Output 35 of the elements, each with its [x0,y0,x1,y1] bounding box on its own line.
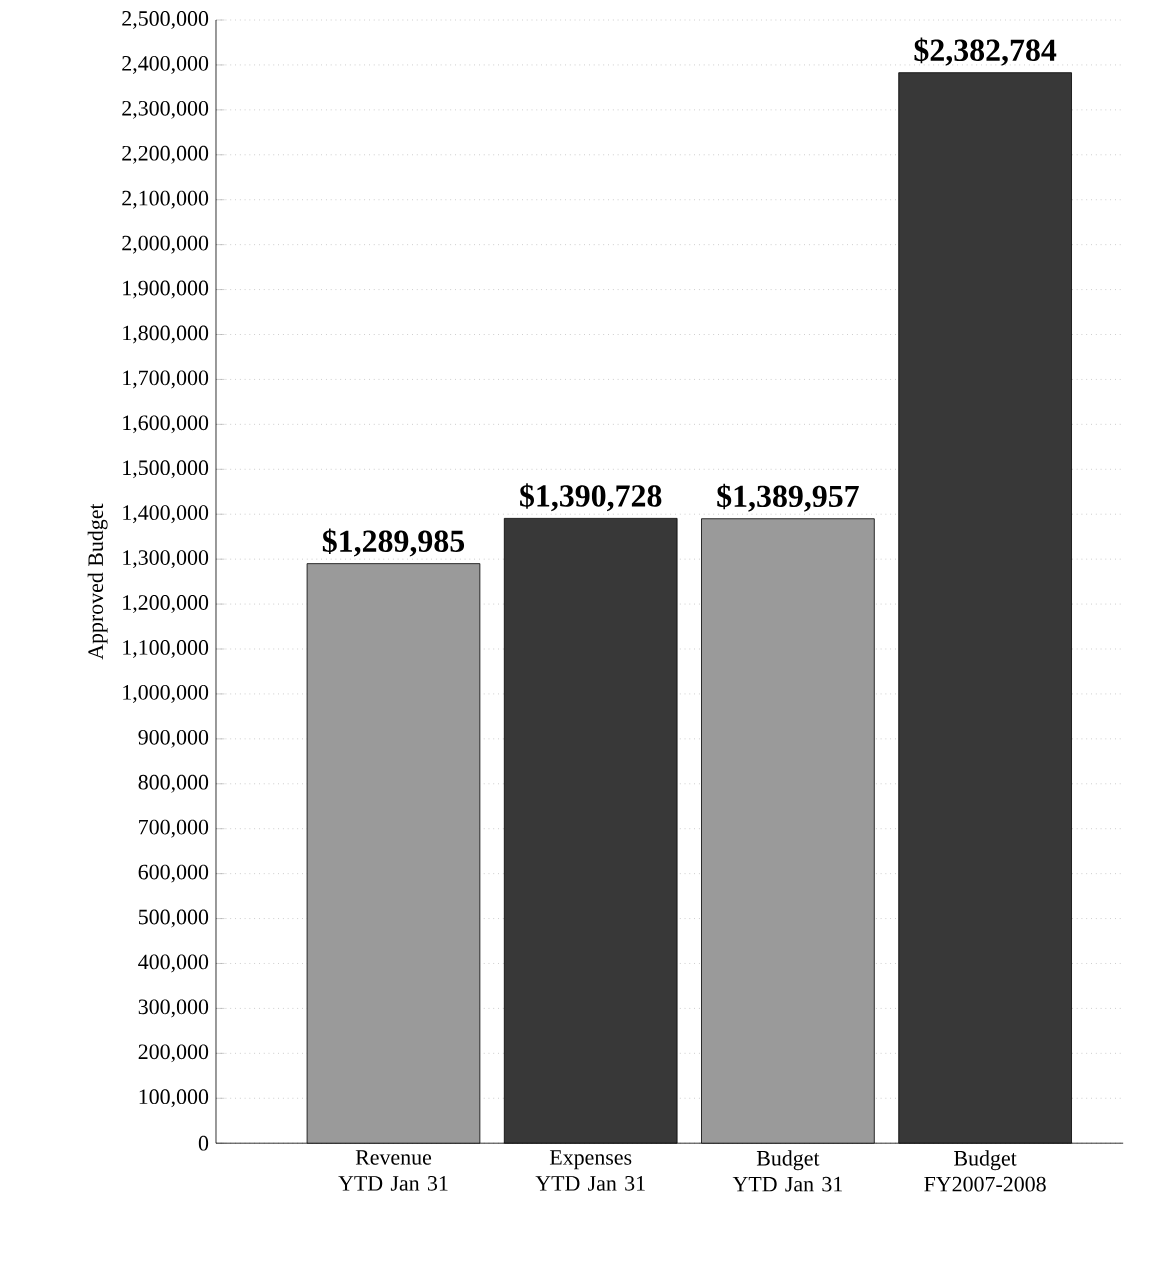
data-label: $1,390,728 [520,483,662,512]
y-tick-label: 800,000 [138,774,209,793]
y-tick-label: 1,700,000 [123,370,209,389]
x-tick-label: Budget YTD Jan 31 [732,1150,842,1192]
y-tick-label: 1,500,000 [123,460,209,479]
y-tick-label: 1,400,000 [123,505,209,524]
y-tick-label: 500,000 [139,909,209,928]
x-tick-label: Expenses YTD Jan 31 [535,1150,645,1191]
y-tick-label: 0 [198,1135,209,1151]
y-tick-label: 2,200,000 [122,145,209,164]
y-tick-label: 1,800,000 [123,325,209,344]
data-label: $2,382,784 [914,37,1057,66]
y-tick-label: 2,100,000 [122,190,209,209]
y-tick-label: 1,100,000 [123,640,209,658]
x-tick-label: Revenue YTD Jan 31 [338,1150,448,1191]
y-axis-title: Approved Budget [87,503,108,660]
y-tick-label: 2,000,000 [122,235,209,254]
y-tick-label: 1,600,000 [123,415,209,434]
y-tick-label: 1,900,000 [123,280,209,299]
y-tick-label: 2,300,000 [122,100,209,119]
x-tick-label: Budget FY2007-2008 [924,1150,1046,1192]
y-tick-label: 2,400,000 [122,55,209,74]
y-tick-label: 700,000 [139,819,209,838]
y-tick-label: 900,000 [138,729,209,748]
y-tick-label: 300,000 [138,999,209,1018]
y-tick-label: 1,000,000 [123,684,209,703]
y-tick-label: 2,500,000 [122,11,209,29]
y-tick-label: 600,000 [138,864,209,883]
y-tick-label: 400,000 [138,954,209,973]
y-tick-label: 100,000 [139,1089,209,1108]
y-tick-label: 1,200,000 [123,595,209,614]
y-tick-label: 1,300,000 [123,550,209,569]
y-tick-label: 200,000 [138,1044,209,1063]
data-label: $1,389,957 [717,483,859,512]
data-label: $1,289,985 [322,528,465,557]
